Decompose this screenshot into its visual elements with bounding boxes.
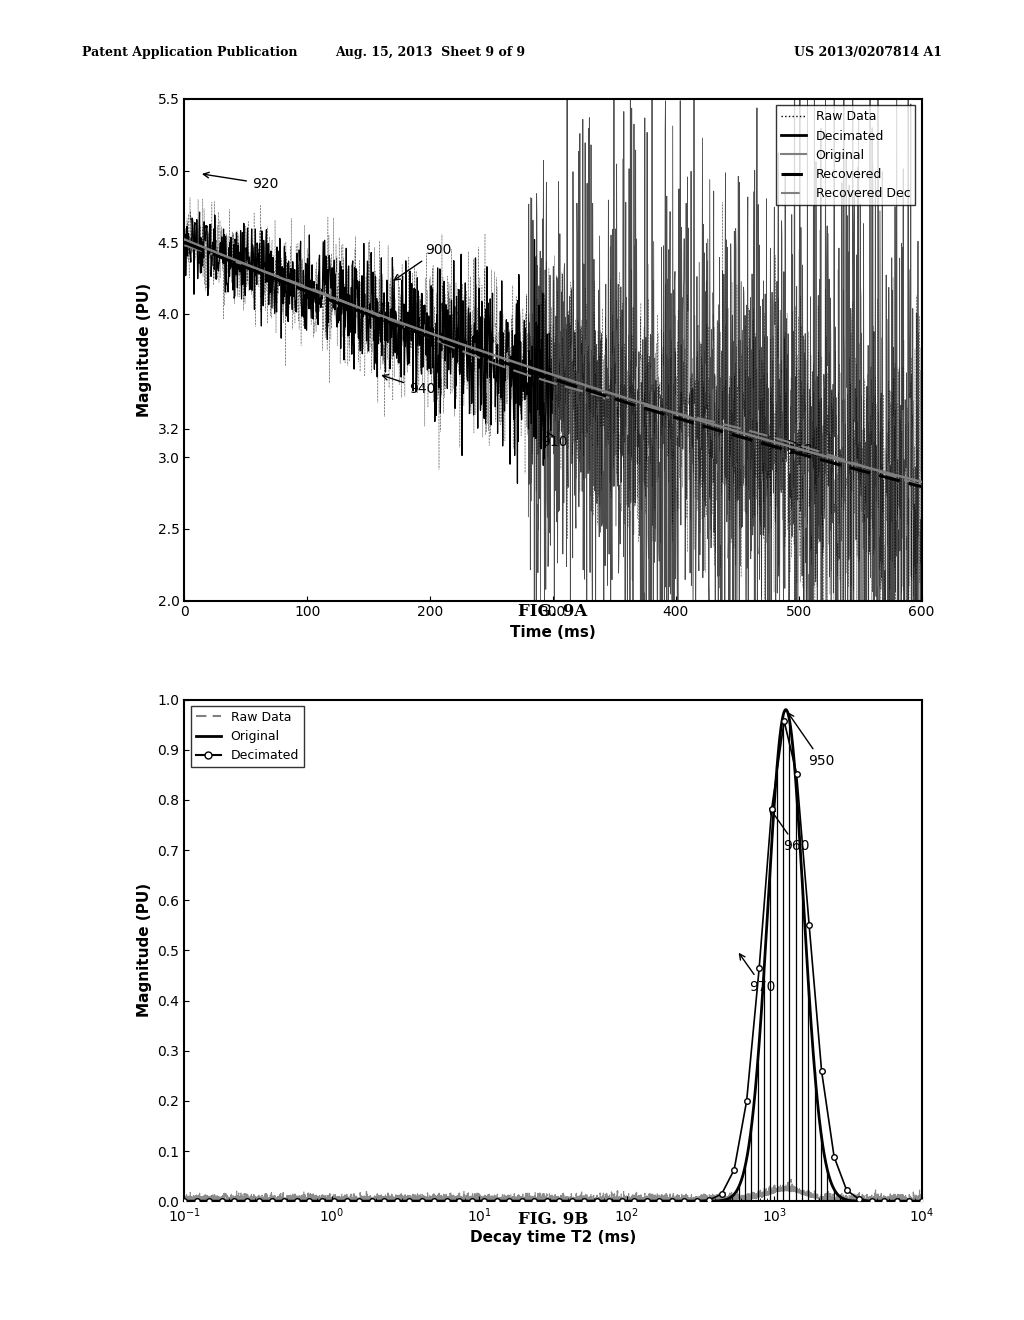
Text: 920: 920 — [204, 173, 279, 191]
Legend: Raw Data, Decimated, Original, Recovered, Recovered Dec: Raw Data, Decimated, Original, Recovered… — [775, 106, 915, 205]
Text: FIG. 9B: FIG. 9B — [518, 1210, 588, 1228]
Text: US 2013/0207814 A1: US 2013/0207814 A1 — [794, 46, 942, 59]
Text: 940: 940 — [383, 375, 435, 396]
X-axis label: Time (ms): Time (ms) — [510, 624, 596, 640]
Y-axis label: Magnitude (PU): Magnitude (PU) — [137, 883, 152, 1018]
Text: FIG. 9A: FIG. 9A — [518, 603, 588, 620]
Text: 970: 970 — [739, 954, 776, 994]
X-axis label: Decay time T2 (ms): Decay time T2 (ms) — [470, 1230, 636, 1245]
Y-axis label: Magnitude (PU): Magnitude (PU) — [137, 282, 152, 417]
Text: 910: 910 — [541, 432, 567, 449]
Legend: Raw Data, Original, Decimated: Raw Data, Original, Decimated — [190, 706, 304, 767]
Text: Patent Application Publication: Patent Application Publication — [82, 46, 297, 59]
Text: 930: 930 — [786, 441, 813, 458]
Text: 960: 960 — [770, 808, 810, 853]
Text: 950: 950 — [788, 713, 835, 768]
Text: Aug. 15, 2013  Sheet 9 of 9: Aug. 15, 2013 Sheet 9 of 9 — [335, 46, 525, 59]
Text: 900: 900 — [394, 243, 452, 280]
